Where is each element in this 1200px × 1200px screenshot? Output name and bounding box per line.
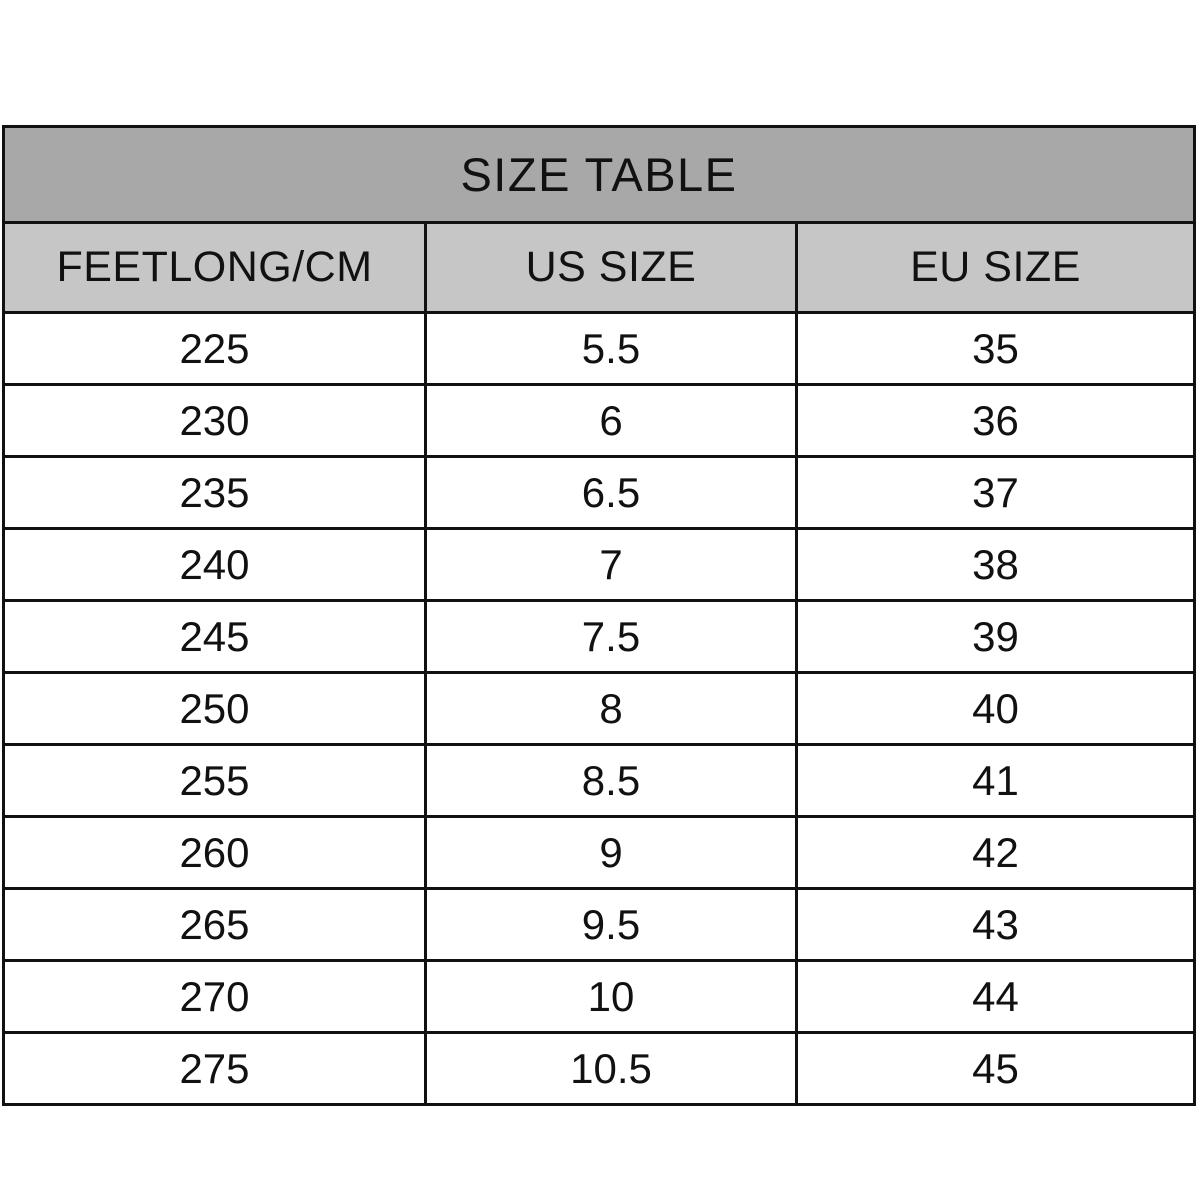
column-header-feetlong: FEETLONG/CM: [2, 221, 427, 314]
table-row: 260 9 42: [2, 815, 1197, 890]
size-table-container: SIZE TABLE FEETLONG/CM US SIZE EU SIZE 2…: [1, 125, 1197, 1106]
cell-us-size: 10: [424, 959, 798, 1034]
cell-eu-size: 42: [794, 815, 1197, 890]
table-row: 265 9.5 43: [2, 887, 1197, 962]
table-row: 255 8.5 41: [2, 743, 1197, 818]
table-row: 240 7 38: [2, 527, 1197, 602]
cell-us-size: 7.5: [424, 599, 798, 674]
table-row: 250 8 40: [2, 671, 1197, 746]
cell-feetlong: 245: [2, 599, 427, 674]
cell-us-size: 6: [424, 383, 798, 458]
cell-us-size: 8: [424, 671, 798, 746]
cell-feetlong: 225: [2, 311, 427, 386]
cell-feetlong: 240: [2, 527, 427, 602]
cell-eu-size: 45: [794, 1031, 1197, 1106]
cell-us-size: 10.5: [424, 1031, 798, 1106]
table-row: 230 6 36: [2, 383, 1197, 458]
cell-eu-size: 44: [794, 959, 1197, 1034]
cell-us-size: 8.5: [424, 743, 798, 818]
column-header-eu-size: EU SIZE: [794, 221, 1197, 314]
cell-eu-size: 40: [794, 671, 1197, 746]
table-row: 245 7.5 39: [2, 599, 1197, 674]
table-row: 225 5.5 35: [2, 311, 1197, 386]
cell-feetlong: 230: [2, 383, 427, 458]
cell-feetlong: 260: [2, 815, 427, 890]
cell-eu-size: 35: [794, 311, 1197, 386]
table-row: 235 6.5 37: [2, 455, 1197, 530]
table-row: 270 10 44: [2, 959, 1197, 1034]
table-row: 275 10.5 45: [2, 1031, 1197, 1106]
cell-eu-size: 41: [794, 743, 1197, 818]
cell-feetlong: 235: [2, 455, 427, 530]
column-header-us-size: US SIZE: [424, 221, 798, 314]
cell-us-size: 9.5: [424, 887, 798, 962]
cell-feetlong: 265: [2, 887, 427, 962]
cell-feetlong: 270: [2, 959, 427, 1034]
cell-us-size: 6.5: [424, 455, 798, 530]
cell-us-size: 5.5: [424, 311, 798, 386]
table-header-row: FEETLONG/CM US SIZE EU SIZE: [2, 221, 1197, 314]
cell-eu-size: 43: [794, 887, 1197, 962]
cell-eu-size: 39: [794, 599, 1197, 674]
cell-eu-size: 37: [794, 455, 1197, 530]
table-title-row: SIZE TABLE: [1, 125, 1197, 224]
cell-eu-size: 36: [794, 383, 1197, 458]
table-title: SIZE TABLE: [1, 125, 1197, 224]
cell-us-size: 7: [424, 527, 798, 602]
size-table-body: SIZE TABLE FEETLONG/CM US SIZE EU SIZE 2…: [1, 125, 1197, 1106]
size-table: SIZE TABLE FEETLONG/CM US SIZE EU SIZE 2…: [1, 125, 1197, 1106]
cell-eu-size: 38: [794, 527, 1197, 602]
cell-feetlong: 275: [2, 1031, 427, 1106]
cell-feetlong: 250: [2, 671, 427, 746]
cell-feetlong: 255: [2, 743, 427, 818]
cell-us-size: 9: [424, 815, 798, 890]
